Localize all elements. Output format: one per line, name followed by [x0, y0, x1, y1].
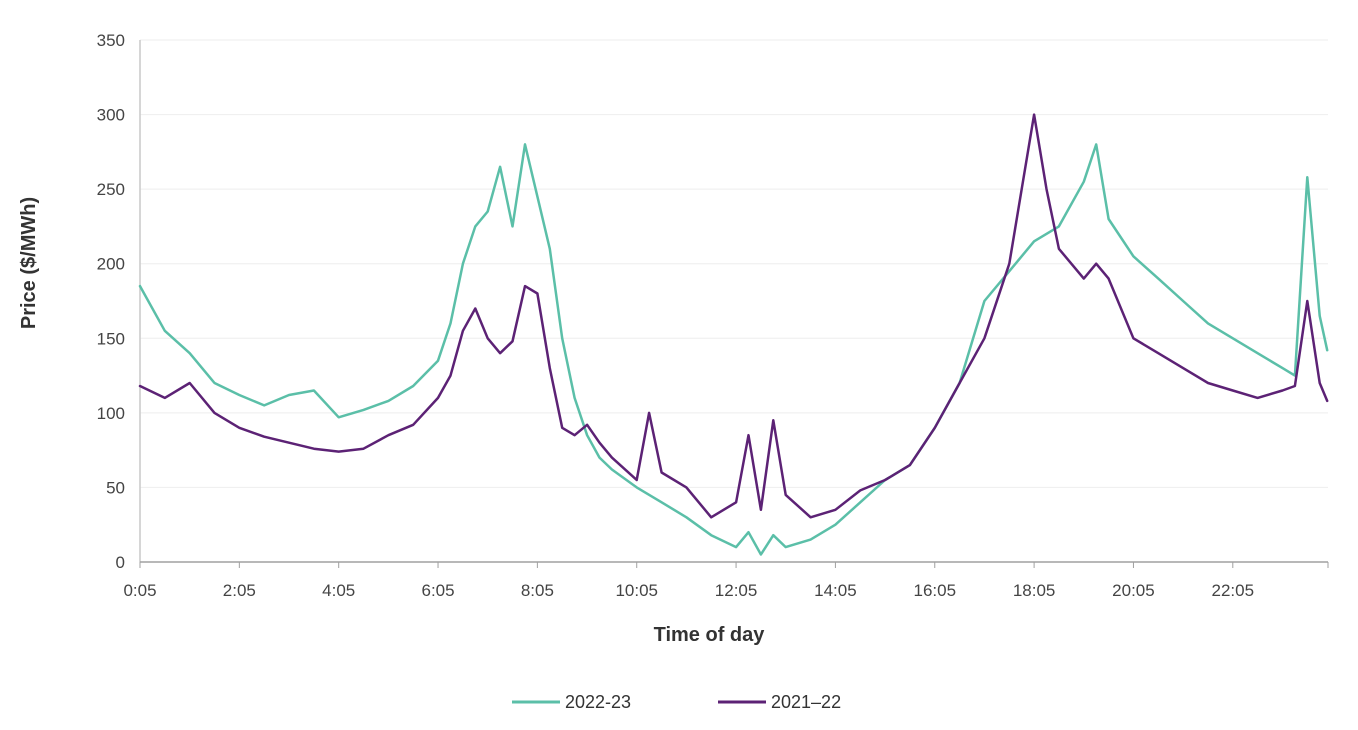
legend-label-2021-22: 2021–22	[771, 692, 841, 712]
gridlines	[140, 39, 1328, 488]
y-axis-title: Price ($/MWh)	[18, 197, 40, 329]
x-tick-label: 4:05	[322, 581, 355, 600]
legend: 2022-23 2021–22	[512, 692, 841, 712]
y-tick-label: 100	[97, 404, 125, 423]
y-tick-label: 150	[97, 329, 125, 348]
y-tick-label: 300	[97, 106, 125, 125]
y-tick-label: 50	[106, 478, 125, 497]
x-tick-label: 6:05	[421, 581, 454, 600]
y-tick-label: 200	[97, 255, 125, 274]
legend-label-2022-23: 2022-23	[565, 692, 631, 712]
y-tick-label: 350	[97, 31, 125, 50]
x-tick-labels: 0:05 2:05 4:05 6:05 8:05 10:05 12:05 14:05 16:05…	[123, 562, 1329, 600]
x-tick-label: 16:05	[913, 581, 956, 600]
series-lines	[138, 113, 1329, 556]
x-tick-label: 20:05	[1112, 581, 1155, 600]
x-tick-label: 22:05	[1212, 581, 1255, 600]
series-line-2021-22	[138, 113, 1329, 519]
y-tick-label: 0	[116, 553, 125, 572]
x-tick-label: 12:05	[715, 581, 758, 600]
x-tick-label: 10:05	[615, 581, 658, 600]
y-tick-labels: 0 50 100 150 200 250 300 350	[97, 31, 125, 572]
series-line-2022-23	[138, 143, 1329, 556]
x-tick-label: 8:05	[521, 581, 554, 600]
x-axis-title: Time of day	[654, 624, 766, 646]
x-tick-label: 18:05	[1013, 581, 1056, 600]
x-tick-label: 14:05	[814, 581, 857, 600]
y-tick-label: 250	[97, 180, 125, 199]
x-tick-label: 2:05	[223, 581, 256, 600]
x-tick-label: 0:05	[123, 581, 156, 600]
